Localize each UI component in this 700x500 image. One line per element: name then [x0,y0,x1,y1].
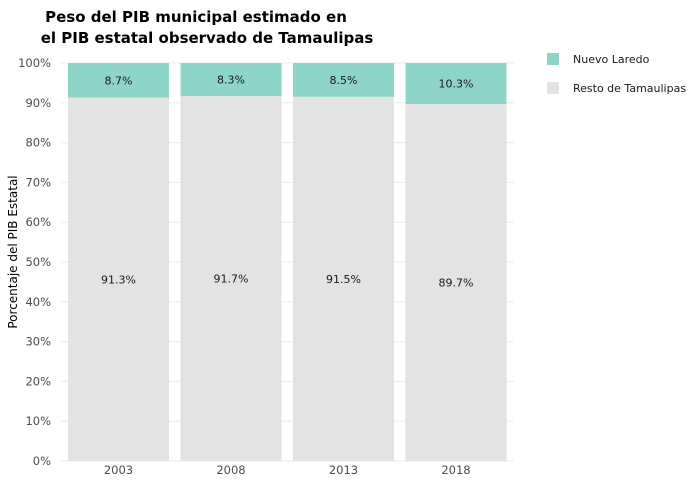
y-tick-label: 30% [25,335,51,349]
bar-resto-de-tamaulipas-2013[interactable] [293,96,394,461]
data-label: 8.7% [105,74,133,87]
legend-label[interactable]: Nuevo Laredo [573,53,650,66]
y-tick-label: 20% [25,374,51,388]
bar-resto-de-tamaulipas-2003[interactable] [68,97,169,461]
y-axis-title: Porcentaje del PIB Estatal [6,175,20,328]
data-label: 91.7% [214,273,249,286]
bar-resto-de-tamaulipas-2008[interactable] [180,96,282,461]
legend-label[interactable]: Resto de Tamaulipas [573,82,686,95]
y-tick-label: 40% [25,295,51,309]
y-tick-label: 10% [25,414,51,428]
bars [68,63,507,461]
y-tick-label: 70% [25,175,51,189]
chart-title: Peso del PIB municipal estimado en el PI… [41,8,374,47]
data-label: 10.3% [439,77,474,90]
bar-nuevo-laredo-2013[interactable] [293,63,394,97]
y-tick-label: 0% [33,454,51,468]
x-tick-label: 2008 [216,463,245,477]
y-tick-label: 80% [25,136,51,150]
data-label: 89.7% [439,276,474,289]
legend-swatch[interactable] [547,53,559,65]
y-tick-label: 100% [18,56,51,70]
y-tick-label: 50% [25,255,51,269]
x-tick-label: 2018 [441,463,470,477]
bar-nuevo-laredo-2003[interactable] [68,63,169,98]
data-label: 8.5% [330,74,358,87]
bar-labels: 91.3% 8.7% 91.7% 8.3% 91.5% 8.5% 89.7% 10.3% [101,74,473,290]
legend-swatch[interactable] [547,82,559,94]
legend[interactable]: Nuevo Laredo Resto de Tamaulipas [547,53,686,95]
bar-nuevo-laredo-2018[interactable] [405,63,507,104]
y-tick-label: 60% [25,215,51,229]
x-tick-label: 2003 [104,463,133,477]
chart-title-line-1: Peso del PIB municipal estimado en [45,8,347,26]
bar-nuevo-laredo-2008[interactable] [180,63,282,97]
bar-resto-de-tamaulipas-2018[interactable] [405,103,507,461]
x-axis-ticks: 2003 2008 2013 2018 [104,463,471,477]
data-label: 8.3% [217,74,245,87]
y-tick-label: 90% [25,96,51,110]
y-axis-ticks: 0% 10% 20% 30% 40% 50% 60% 70% 80% 90% 100% [18,56,51,468]
data-label: 91.5% [326,273,361,286]
chart-title-line-2: el PIB estatal observado de Tamaulipas [41,29,374,47]
x-tick-label: 2013 [329,463,358,477]
data-label: 91.3% [101,273,136,286]
